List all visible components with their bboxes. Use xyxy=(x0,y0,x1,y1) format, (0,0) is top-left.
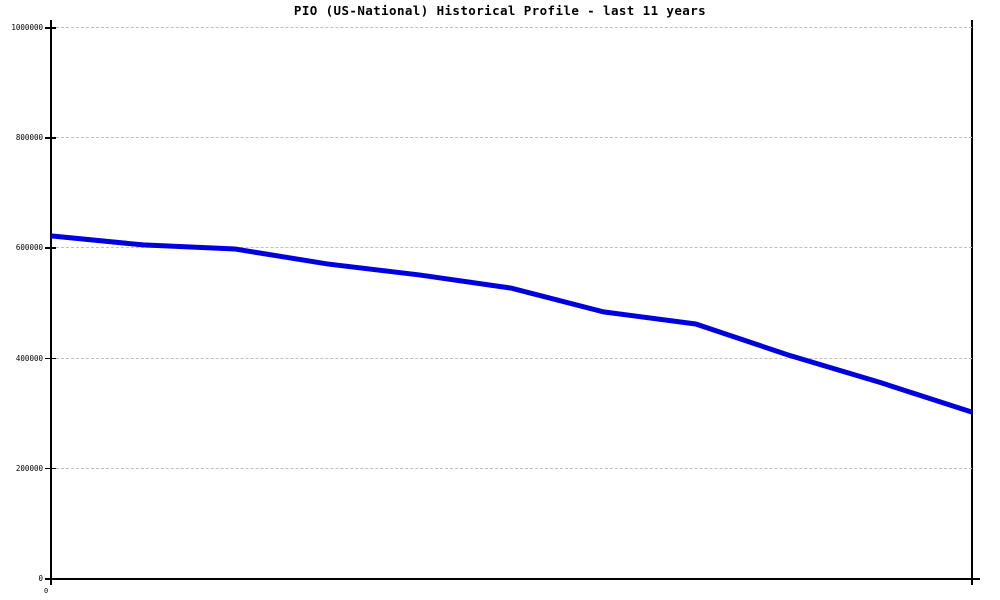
gridline-800000 xyxy=(51,137,972,139)
gridline-400000 xyxy=(51,357,972,359)
data-series-line xyxy=(50,233,973,415)
plot-area xyxy=(51,27,972,578)
y-tick-mark-600000 xyxy=(45,247,56,249)
right-axis-border xyxy=(971,20,973,585)
y-tick-mark-200000 xyxy=(45,467,56,470)
gridline-600000 xyxy=(51,247,972,249)
gridline-1000000 xyxy=(51,27,972,28)
x-tick-mark-0 xyxy=(50,578,52,584)
x-tick-label-0: 0 xyxy=(44,587,49,595)
y-axis-line xyxy=(50,20,52,585)
gridline-200000 xyxy=(51,467,972,469)
x-axis-line xyxy=(50,578,980,580)
y-tick-mark-800000 xyxy=(45,137,56,139)
chart-title: PIO (US-National) Historical Profile - l… xyxy=(293,3,707,18)
y-tick-mark-400000 xyxy=(45,357,56,360)
y-tick-mark-1000000 xyxy=(45,27,56,29)
